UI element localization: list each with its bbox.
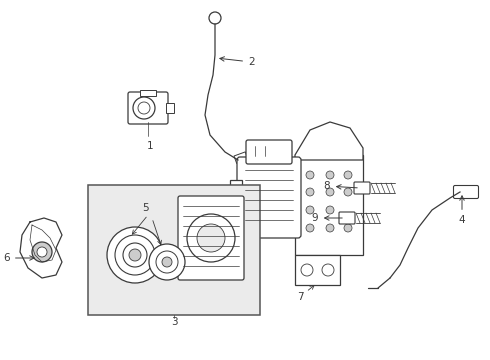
Circle shape (326, 171, 334, 179)
Circle shape (306, 224, 314, 232)
Circle shape (162, 257, 172, 267)
Text: 4: 4 (459, 196, 466, 225)
Text: 8: 8 (323, 181, 357, 191)
Circle shape (107, 227, 163, 283)
Text: 6: 6 (3, 253, 34, 263)
Circle shape (306, 206, 314, 214)
Circle shape (32, 242, 52, 262)
Bar (295, 155, 363, 255)
Circle shape (187, 214, 235, 262)
FancyBboxPatch shape (128, 92, 168, 124)
Circle shape (115, 235, 155, 275)
Polygon shape (295, 122, 363, 160)
Circle shape (306, 171, 314, 179)
Circle shape (209, 12, 221, 24)
FancyBboxPatch shape (178, 196, 244, 280)
Circle shape (301, 264, 313, 276)
Circle shape (123, 243, 147, 267)
FancyBboxPatch shape (339, 212, 355, 224)
Text: 1: 1 (147, 141, 153, 151)
FancyBboxPatch shape (237, 157, 301, 238)
Bar (295, 255, 340, 285)
Circle shape (138, 102, 150, 114)
Bar (234, 152, 248, 163)
Circle shape (306, 188, 314, 196)
Circle shape (326, 224, 334, 232)
Circle shape (344, 188, 352, 196)
Circle shape (129, 249, 141, 261)
Circle shape (156, 251, 178, 273)
Circle shape (344, 224, 352, 232)
Circle shape (133, 97, 155, 119)
Bar (166, 103, 174, 113)
Circle shape (322, 264, 334, 276)
Circle shape (326, 188, 334, 196)
Text: 5: 5 (142, 203, 148, 213)
Text: 2: 2 (220, 57, 255, 67)
Circle shape (326, 206, 334, 214)
Text: 3: 3 (171, 317, 177, 327)
Circle shape (149, 244, 185, 280)
Bar (140, 90, 156, 96)
Polygon shape (20, 218, 62, 278)
Text: 7: 7 (296, 285, 314, 302)
Circle shape (197, 224, 225, 252)
Bar (230, 180, 242, 215)
FancyBboxPatch shape (454, 185, 479, 198)
Circle shape (344, 171, 352, 179)
FancyBboxPatch shape (354, 182, 370, 194)
Bar (88, 185, 260, 315)
Circle shape (37, 247, 47, 257)
FancyBboxPatch shape (246, 140, 292, 164)
Text: 9: 9 (311, 213, 342, 223)
